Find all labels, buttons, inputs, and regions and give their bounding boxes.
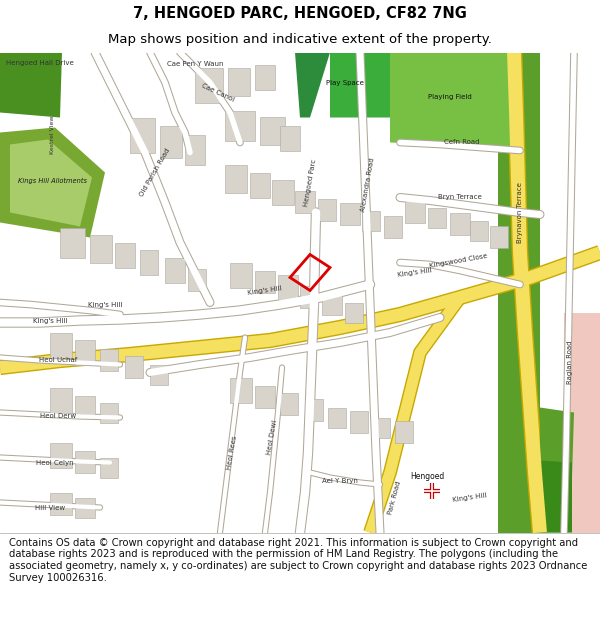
Bar <box>305 399 323 421</box>
Bar <box>340 202 360 224</box>
Text: Heol Uchaf: Heol Uchaf <box>39 357 77 364</box>
Bar <box>255 64 275 89</box>
Polygon shape <box>564 312 600 532</box>
Bar <box>60 228 85 258</box>
Text: Bryn Terrace: Bryn Terrace <box>438 194 482 201</box>
Bar <box>100 349 118 371</box>
Bar <box>150 364 168 384</box>
Text: Hengoed Hall Drive: Hengoed Hall Drive <box>6 59 74 66</box>
Bar <box>75 498 95 518</box>
Bar <box>100 458 118 478</box>
Bar <box>230 262 252 288</box>
Bar <box>100 402 118 422</box>
Polygon shape <box>540 461 572 532</box>
Bar <box>345 302 363 322</box>
Bar <box>160 126 182 158</box>
Text: Play Space: Play Space <box>326 79 364 86</box>
Bar <box>322 292 342 314</box>
Bar <box>185 134 205 164</box>
Bar <box>278 274 298 299</box>
Text: King's Hill: King's Hill <box>33 318 67 324</box>
Text: Heol Dewi: Heol Dewi <box>266 419 278 456</box>
Text: Kestrel View: Kestrel View <box>49 115 55 154</box>
Bar <box>188 269 206 291</box>
Polygon shape <box>0 127 105 238</box>
Bar <box>130 118 155 152</box>
Bar <box>50 388 72 412</box>
Bar <box>318 199 336 221</box>
Text: Cefn Road: Cefn Road <box>444 139 480 146</box>
Bar <box>372 418 390 437</box>
Text: Brynavon Terrace: Brynavon Terrace <box>517 182 523 243</box>
Text: Kings Hill Allotments: Kings Hill Allotments <box>17 177 86 184</box>
Bar <box>255 271 275 292</box>
Polygon shape <box>498 52 540 532</box>
Text: Cae Canol: Cae Canol <box>201 82 235 102</box>
Text: Hengoed: Hengoed <box>410 472 444 481</box>
Bar <box>75 339 95 364</box>
Polygon shape <box>295 52 330 118</box>
Bar <box>75 451 95 472</box>
Text: Heol Rees: Heol Rees <box>226 435 238 470</box>
Polygon shape <box>330 52 430 118</box>
Text: King's Hill: King's Hill <box>88 301 122 308</box>
Text: Park Road: Park Road <box>388 480 403 515</box>
Bar <box>450 213 470 234</box>
Bar <box>230 378 252 402</box>
Bar <box>405 201 425 222</box>
Text: Ael Y Bryn: Ael Y Bryn <box>322 478 358 484</box>
Bar <box>350 411 368 432</box>
Bar <box>255 386 275 408</box>
Bar <box>280 392 298 414</box>
Text: Heol Derw: Heol Derw <box>40 412 76 419</box>
Text: Cae Pen Y Waun: Cae Pen Y Waun <box>167 61 223 68</box>
Bar <box>250 173 270 198</box>
Bar <box>165 258 185 282</box>
Bar <box>384 216 402 238</box>
Bar <box>490 226 508 248</box>
Bar <box>362 211 380 231</box>
Text: Heol Celyn: Heol Celyn <box>36 459 74 466</box>
Text: Hill View: Hill View <box>35 504 65 511</box>
Text: Playing Field: Playing Field <box>428 94 472 101</box>
Bar <box>195 68 223 102</box>
Bar <box>125 356 143 377</box>
Bar <box>75 396 95 418</box>
Bar <box>50 492 72 514</box>
Text: Map shows position and indicative extent of the property.: Map shows position and indicative extent… <box>108 33 492 46</box>
Text: King's Hill: King's Hill <box>452 492 487 503</box>
Bar <box>470 221 488 241</box>
Bar <box>228 68 250 96</box>
Polygon shape <box>10 139 92 226</box>
Text: Contains OS data © Crown copyright and database right 2021. This information is : Contains OS data © Crown copyright and d… <box>9 538 587 582</box>
Text: 7, HENGOED PARC, HENGOED, CF82 7NG: 7, HENGOED PARC, HENGOED, CF82 7NG <box>133 6 467 21</box>
Text: Old Parish Road: Old Parish Road <box>139 148 171 198</box>
Text: King's Hill: King's Hill <box>398 267 433 278</box>
Polygon shape <box>0 52 62 118</box>
Bar <box>140 249 158 274</box>
Bar <box>328 408 346 428</box>
Text: Kingswood Close: Kingswood Close <box>428 253 487 269</box>
Polygon shape <box>540 408 574 478</box>
Bar <box>50 332 72 357</box>
Text: Raglan Road: Raglan Road <box>567 341 573 384</box>
Bar <box>260 116 285 144</box>
Bar <box>90 234 112 262</box>
Bar <box>280 126 300 151</box>
Text: Hengoed Parc: Hengoed Parc <box>303 158 317 207</box>
Bar <box>395 421 413 442</box>
Bar <box>115 242 135 268</box>
Bar <box>428 208 446 227</box>
Text: King's Hill: King's Hill <box>248 285 283 296</box>
Polygon shape <box>390 52 515 148</box>
Bar <box>225 164 247 192</box>
Polygon shape <box>540 491 564 532</box>
Bar <box>50 442 72 468</box>
Bar <box>295 191 315 213</box>
Bar <box>300 286 318 308</box>
Bar <box>225 111 255 141</box>
Bar <box>272 179 294 204</box>
Text: Alexandra Road: Alexandra Road <box>360 157 376 212</box>
